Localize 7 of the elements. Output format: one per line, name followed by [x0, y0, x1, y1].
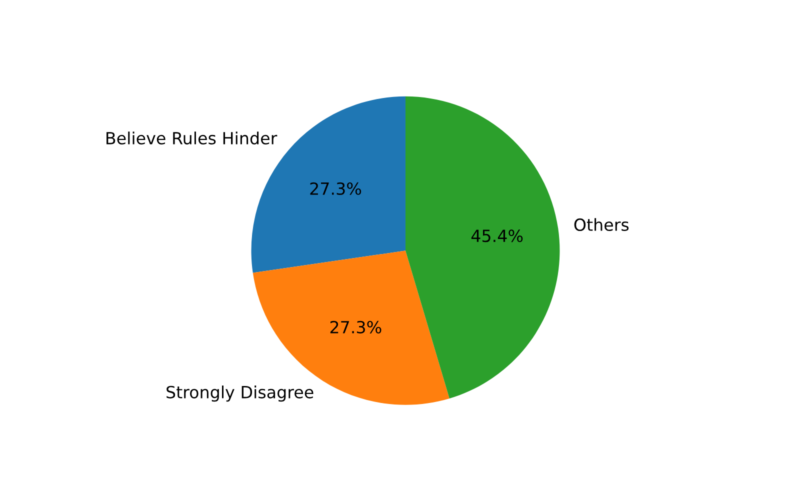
data-label: 27.3% — [310, 182, 362, 195]
slice-label: Believe Rules Hinder — [106, 132, 278, 144]
data-label: 27.3% — [330, 320, 382, 334]
pie-slice — [406, 96, 560, 398]
slice-label: Strongly Disagree — [166, 386, 314, 402]
slice-label: Others — [574, 218, 629, 232]
data-label: 45.4% — [471, 230, 523, 242]
